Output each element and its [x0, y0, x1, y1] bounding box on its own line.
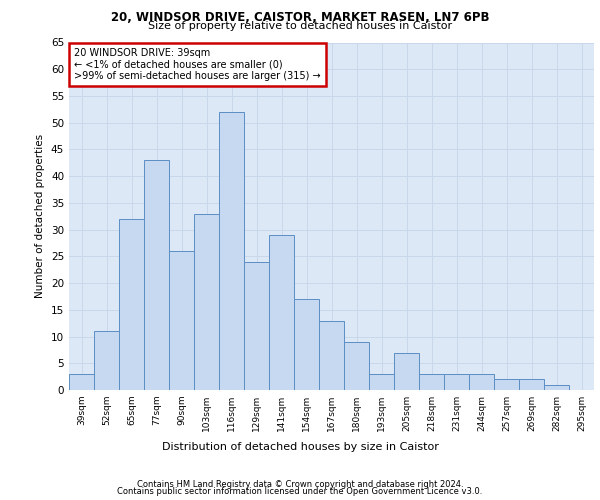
Bar [319, 320, 344, 390]
Y-axis label: Number of detached properties: Number of detached properties [35, 134, 46, 298]
Text: Distribution of detached houses by size in Caistor: Distribution of detached houses by size … [161, 442, 439, 452]
Bar [469, 374, 494, 390]
Bar [219, 112, 244, 390]
Bar [494, 380, 519, 390]
Bar [394, 352, 419, 390]
Bar [369, 374, 394, 390]
Bar [244, 262, 269, 390]
Text: Contains public sector information licensed under the Open Government Licence v3: Contains public sector information licen… [118, 487, 482, 496]
Bar [119, 219, 144, 390]
Text: Size of property relative to detached houses in Caistor: Size of property relative to detached ho… [148, 21, 452, 31]
Bar [444, 374, 469, 390]
Text: Contains HM Land Registry data © Crown copyright and database right 2024.: Contains HM Land Registry data © Crown c… [137, 480, 463, 489]
Bar [419, 374, 444, 390]
Bar [94, 331, 119, 390]
Bar [194, 214, 219, 390]
Text: 20, WINDSOR DRIVE, CAISTOR, MARKET RASEN, LN7 6PB: 20, WINDSOR DRIVE, CAISTOR, MARKET RASEN… [111, 11, 489, 24]
Bar [269, 235, 294, 390]
Text: 20 WINDSOR DRIVE: 39sqm
← <1% of detached houses are smaller (0)
>99% of semi-de: 20 WINDSOR DRIVE: 39sqm ← <1% of detache… [74, 48, 321, 81]
Bar [544, 384, 569, 390]
Bar [144, 160, 169, 390]
Bar [519, 380, 544, 390]
Bar [69, 374, 94, 390]
Bar [294, 299, 319, 390]
Bar [344, 342, 369, 390]
Bar [169, 251, 194, 390]
